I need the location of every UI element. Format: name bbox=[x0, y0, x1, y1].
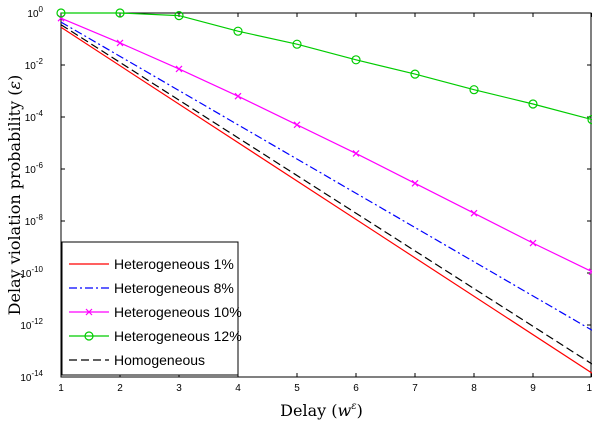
x-tick-label: 2 bbox=[117, 383, 123, 394]
y-tick-label: 10-2 bbox=[25, 57, 44, 72]
x-tick-label: 7 bbox=[412, 383, 418, 394]
x-tick-label: 10 bbox=[586, 383, 592, 394]
x-tick-label: 1 bbox=[58, 383, 64, 394]
y-tick-label: 100 bbox=[27, 5, 43, 20]
legend-label: Heterogeneous 8% bbox=[114, 280, 234, 296]
y-tick-label: 10-4 bbox=[25, 109, 44, 124]
x-axis-label: Delay (wε) bbox=[280, 401, 363, 420]
legend: Heterogeneous 1% Heterogeneous 8% Heteroge… bbox=[62, 242, 242, 375]
legend-label: Homogeneous bbox=[114, 352, 205, 368]
y-tick-label: 10-14 bbox=[20, 369, 43, 384]
x-tick-label: 5 bbox=[294, 383, 300, 394]
x-tick-label: 3 bbox=[176, 383, 182, 394]
y-tick-label: 10-6 bbox=[25, 161, 44, 176]
legend-label: Heterogeneous 12% bbox=[114, 328, 242, 344]
x-tick-label: 8 bbox=[471, 383, 477, 394]
y-tick-label: 10-8 bbox=[25, 213, 44, 228]
x-tick-label: 4 bbox=[235, 383, 241, 394]
y-tick-label: 10-12 bbox=[20, 317, 43, 332]
x-tick-label: 6 bbox=[353, 383, 359, 394]
legend-label: Heterogeneous 1% bbox=[114, 256, 234, 272]
x-tick-label: 9 bbox=[530, 383, 536, 394]
y-axis-label: Delay violation probability (ε) bbox=[5, 75, 24, 316]
legend-label: Heterogeneous 10% bbox=[114, 304, 242, 320]
